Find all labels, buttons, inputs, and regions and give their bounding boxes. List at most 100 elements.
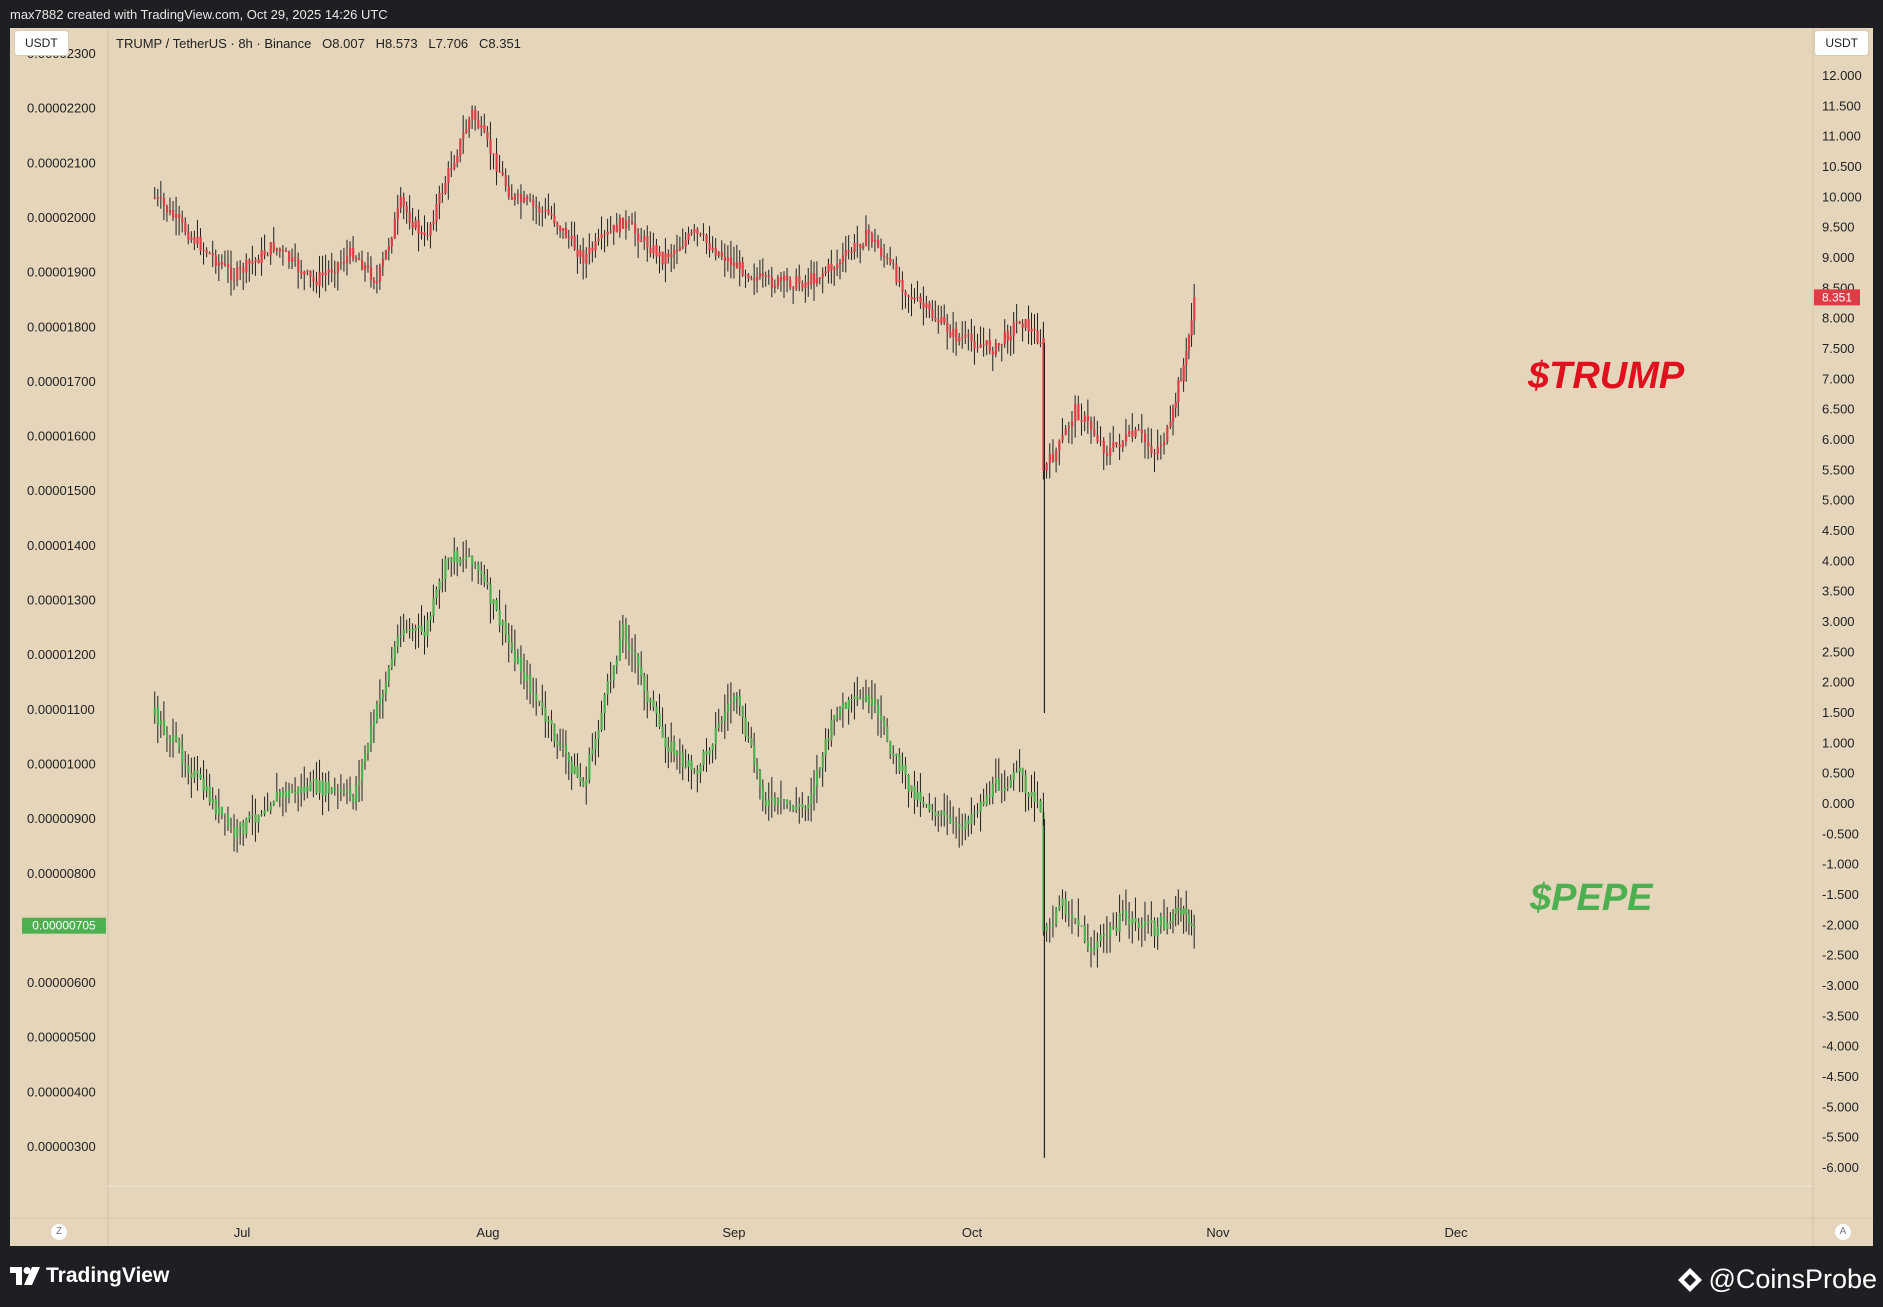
candle-body bbox=[1009, 335, 1012, 341]
candle-body bbox=[770, 797, 773, 800]
candle-body bbox=[1064, 428, 1067, 436]
candle-body bbox=[361, 259, 364, 270]
candle-body bbox=[522, 197, 526, 202]
candle-body bbox=[684, 766, 687, 768]
candle-body bbox=[405, 205, 408, 213]
candle-body bbox=[1086, 941, 1090, 948]
candle-body bbox=[220, 806, 224, 816]
candle-body bbox=[462, 133, 465, 140]
candle-body bbox=[1143, 921, 1147, 926]
candle-body bbox=[281, 250, 285, 252]
left-axis-tick-label: 0.00002100 bbox=[27, 155, 96, 170]
candle-body bbox=[1177, 380, 1180, 402]
candle-body bbox=[423, 631, 426, 637]
candle-body bbox=[1172, 913, 1175, 921]
candle-body bbox=[618, 638, 622, 661]
candle-body bbox=[761, 785, 765, 801]
right-axis-tick-label: -5.500 bbox=[1822, 1130, 1859, 1145]
candle-body bbox=[559, 744, 562, 747]
candle-body bbox=[483, 125, 486, 132]
candle-body bbox=[919, 296, 922, 303]
candle-body bbox=[269, 805, 272, 811]
candle-body bbox=[807, 282, 810, 285]
candle-body bbox=[178, 740, 181, 748]
candle-body bbox=[687, 233, 690, 240]
candle-body bbox=[535, 694, 538, 701]
candle-body bbox=[585, 253, 588, 264]
candle-body bbox=[242, 267, 245, 273]
candle-body bbox=[767, 275, 770, 277]
candle-body bbox=[315, 281, 318, 286]
candle-body bbox=[1185, 350, 1188, 365]
candle-body bbox=[973, 812, 976, 814]
candle-body bbox=[886, 257, 889, 259]
candle-body bbox=[208, 253, 211, 255]
candle-body bbox=[363, 265, 367, 270]
candle-body bbox=[1058, 440, 1061, 451]
candle-body bbox=[1182, 908, 1185, 915]
left-axis-unit-button[interactable]: USDT bbox=[15, 31, 68, 55]
candle-body bbox=[196, 236, 199, 244]
candle-body bbox=[1006, 786, 1009, 789]
candle-body bbox=[643, 236, 646, 241]
candle-body bbox=[1159, 916, 1163, 927]
a-button[interactable]: A bbox=[1835, 1224, 1851, 1240]
candle-body bbox=[1083, 415, 1086, 422]
candle-body bbox=[378, 266, 382, 282]
candle-body bbox=[480, 125, 483, 128]
candle-body bbox=[898, 280, 901, 283]
candle-body bbox=[867, 694, 871, 706]
candle-body bbox=[366, 744, 370, 754]
candle-body bbox=[1036, 330, 1039, 343]
candle-body bbox=[516, 193, 520, 196]
right-axis-tick-label: -1.500 bbox=[1822, 887, 1859, 902]
candle-body bbox=[870, 698, 874, 706]
candle-body bbox=[567, 753, 570, 762]
candle-body bbox=[627, 643, 631, 651]
candle-body bbox=[471, 109, 474, 120]
z-button[interactable]: Z bbox=[51, 1224, 67, 1240]
candle-body bbox=[673, 250, 676, 255]
candle-body bbox=[786, 275, 789, 281]
candle-body bbox=[976, 811, 979, 813]
candle-body bbox=[190, 237, 193, 241]
candle-body bbox=[1193, 297, 1196, 321]
candle-body bbox=[1067, 426, 1071, 429]
candle-body bbox=[723, 712, 727, 722]
candle-body bbox=[931, 810, 934, 812]
symbol-legend: TRUMP / TetherUS · 8h · Binance O8.007 H… bbox=[116, 36, 521, 51]
candle-body bbox=[396, 636, 399, 647]
candle-body bbox=[468, 555, 471, 558]
candle-body bbox=[1102, 440, 1105, 453]
candle-body bbox=[1163, 916, 1166, 930]
candle-body bbox=[1018, 768, 1021, 772]
candle-body bbox=[991, 350, 994, 355]
candle-body bbox=[606, 681, 609, 695]
candle-body bbox=[889, 740, 892, 754]
candle-body bbox=[600, 234, 603, 239]
candle-body bbox=[465, 556, 468, 560]
candle-body bbox=[236, 267, 239, 280]
candle-body bbox=[426, 235, 429, 237]
candle-body bbox=[390, 658, 393, 668]
candle-body bbox=[1012, 322, 1015, 336]
right-axis-unit-button[interactable]: USDT bbox=[1815, 31, 1868, 55]
candle-body bbox=[294, 257, 297, 259]
last-price-label-left: 0.00000705 bbox=[32, 919, 96, 933]
candle-body bbox=[994, 778, 998, 784]
candle-body bbox=[272, 242, 275, 251]
candle-body bbox=[883, 720, 886, 727]
candle-body bbox=[480, 570, 483, 575]
candle-body bbox=[1150, 920, 1153, 923]
candle-body bbox=[1030, 328, 1033, 332]
candle-body bbox=[646, 236, 649, 248]
candle-body bbox=[726, 257, 730, 262]
chart-frame[interactable] bbox=[10, 28, 1873, 1246]
candle-body bbox=[1121, 441, 1124, 448]
candle-body bbox=[720, 252, 723, 257]
candle-body bbox=[281, 791, 285, 797]
candle-body bbox=[862, 245, 865, 249]
candle-body bbox=[349, 789, 352, 797]
candle-body bbox=[456, 550, 459, 564]
